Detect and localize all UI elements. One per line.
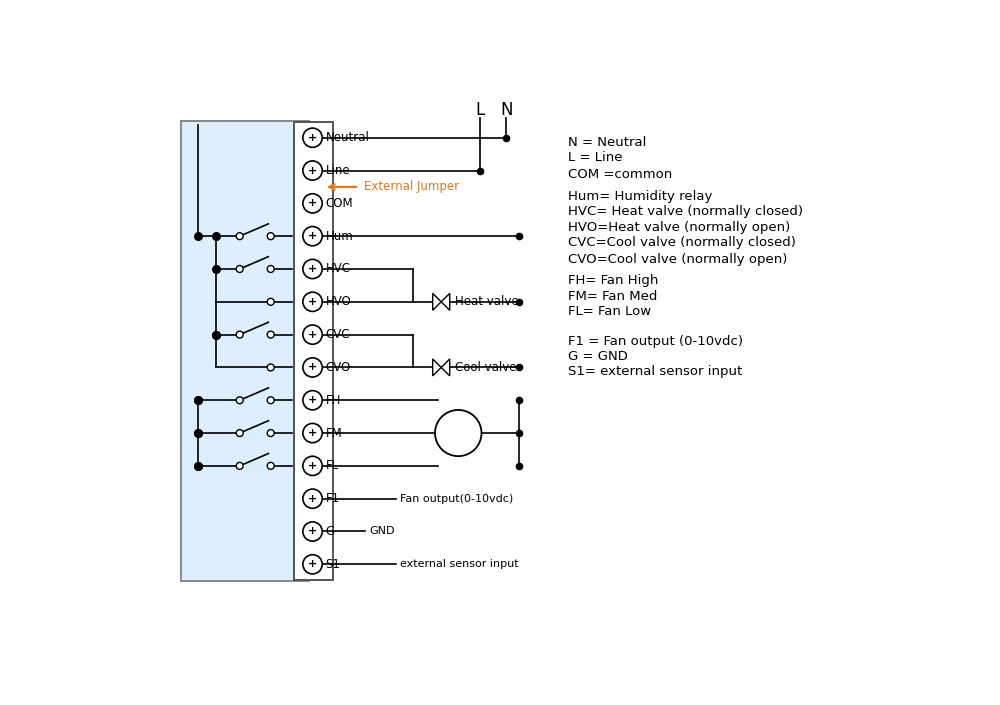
Text: Neutral: Neutral xyxy=(326,131,370,145)
Text: COM =common: COM =common xyxy=(568,168,673,181)
Text: HVC: HVC xyxy=(326,262,351,276)
Circle shape xyxy=(267,462,274,470)
Circle shape xyxy=(303,325,322,344)
Text: FH: FH xyxy=(326,393,341,407)
Circle shape xyxy=(236,429,243,436)
Text: S1: S1 xyxy=(326,558,341,571)
Text: Hum= Humidity relay: Hum= Humidity relay xyxy=(568,190,713,203)
Circle shape xyxy=(303,522,322,541)
Circle shape xyxy=(267,298,274,305)
Text: CVC=Cool valve (normally closed): CVC=Cool valve (normally closed) xyxy=(568,236,796,249)
Circle shape xyxy=(303,489,322,508)
Text: L: L xyxy=(475,101,485,119)
Text: +: + xyxy=(308,559,317,570)
Circle shape xyxy=(236,233,243,240)
Text: Hum: Hum xyxy=(326,230,353,243)
Circle shape xyxy=(236,397,243,404)
Circle shape xyxy=(267,429,274,436)
Text: FH= Fan High: FH= Fan High xyxy=(568,274,659,288)
Circle shape xyxy=(303,226,322,246)
Polygon shape xyxy=(441,293,450,310)
Text: external sensor input: external sensor input xyxy=(400,559,519,570)
Text: +: + xyxy=(308,330,317,340)
Text: FM= Fan Med: FM= Fan Med xyxy=(568,290,658,303)
Circle shape xyxy=(267,364,274,371)
Text: Cool valve: Cool valve xyxy=(455,361,517,374)
Text: +: + xyxy=(308,493,317,503)
Text: HVO=Heat valve (normally open): HVO=Heat valve (normally open) xyxy=(568,221,791,233)
Circle shape xyxy=(303,292,322,312)
Text: HVO: HVO xyxy=(326,295,351,308)
Circle shape xyxy=(303,391,322,410)
Circle shape xyxy=(236,266,243,272)
Text: Line: Line xyxy=(326,164,350,177)
Circle shape xyxy=(303,456,322,475)
Text: +: + xyxy=(308,297,317,307)
Text: COM: COM xyxy=(326,197,353,210)
Text: Fan output(0-10vdc): Fan output(0-10vdc) xyxy=(400,493,513,503)
Text: +: + xyxy=(308,396,317,405)
Text: N: N xyxy=(500,101,513,119)
Text: +: + xyxy=(308,231,317,241)
Circle shape xyxy=(303,128,322,147)
Text: +: + xyxy=(308,166,317,176)
Circle shape xyxy=(267,397,274,404)
Text: +: + xyxy=(308,428,317,438)
Circle shape xyxy=(303,424,322,443)
Circle shape xyxy=(303,555,322,574)
Text: +: + xyxy=(308,362,317,372)
Text: Fan: Fan xyxy=(446,426,470,440)
Circle shape xyxy=(267,233,274,240)
Text: CVO=Cool valve (normally open): CVO=Cool valve (normally open) xyxy=(568,253,788,266)
Circle shape xyxy=(303,358,322,377)
Text: +: + xyxy=(308,527,317,537)
Text: GND: GND xyxy=(369,527,395,537)
Polygon shape xyxy=(441,359,450,376)
Text: F1 = Fan output (0-10vdc): F1 = Fan output (0-10vdc) xyxy=(568,334,743,348)
Polygon shape xyxy=(433,293,441,310)
Text: +: + xyxy=(308,133,317,142)
FancyBboxPatch shape xyxy=(294,123,333,580)
Text: CVO: CVO xyxy=(326,361,351,374)
Circle shape xyxy=(267,266,274,272)
Text: HVC= Heat valve (normally closed): HVC= Heat valve (normally closed) xyxy=(568,205,803,218)
Circle shape xyxy=(303,194,322,213)
Circle shape xyxy=(236,462,243,470)
Text: +: + xyxy=(308,264,317,274)
Circle shape xyxy=(236,331,243,338)
Circle shape xyxy=(267,331,274,338)
Text: Heat valve: Heat valve xyxy=(455,295,519,308)
Text: FL= Fan Low: FL= Fan Low xyxy=(568,305,651,318)
Text: F1: F1 xyxy=(326,492,340,505)
Text: G: G xyxy=(326,525,335,538)
Text: S1= external sensor input: S1= external sensor input xyxy=(568,365,743,379)
FancyBboxPatch shape xyxy=(181,121,309,581)
Text: N = Neutral: N = Neutral xyxy=(568,136,647,149)
Text: FM: FM xyxy=(326,427,342,439)
Circle shape xyxy=(303,259,322,278)
Circle shape xyxy=(435,410,482,456)
Text: G = GND: G = GND xyxy=(568,350,628,363)
Text: L = Line: L = Line xyxy=(568,152,623,164)
Text: FL: FL xyxy=(326,460,339,472)
Text: CVC: CVC xyxy=(326,328,350,341)
Text: +: + xyxy=(308,198,317,209)
Polygon shape xyxy=(433,359,441,376)
Circle shape xyxy=(303,161,322,180)
Text: +: + xyxy=(308,461,317,471)
Text: External Jumper: External Jumper xyxy=(364,180,460,193)
